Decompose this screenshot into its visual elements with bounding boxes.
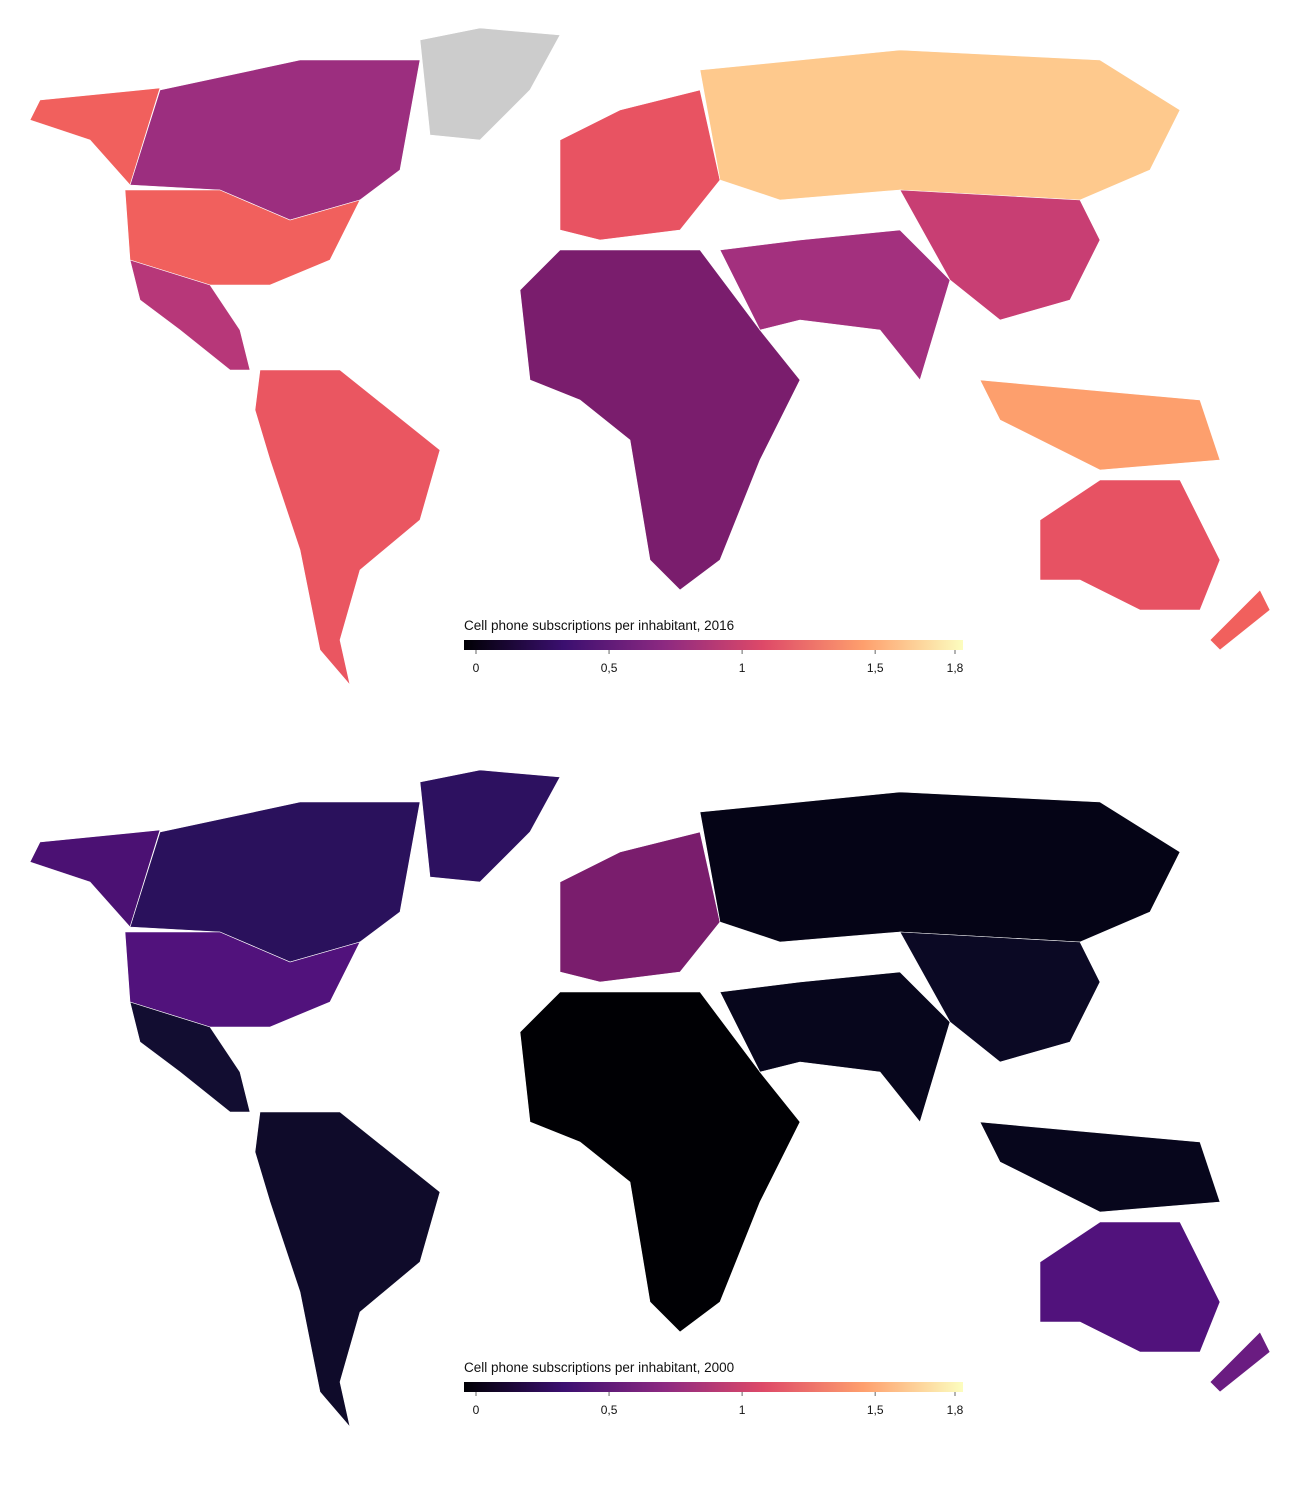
legend-bar [464,1382,963,1392]
region-greenland [419,769,561,883]
region-greenland [419,27,561,141]
region-alaska [29,829,161,928]
legend-tick-label: 1 [739,1403,746,1417]
region-south-asia [719,229,951,381]
legend-tick-label: 0 [473,1403,480,1417]
legend-tick-label: 1 [739,661,746,675]
legend-tick-label: 0,5 [601,1403,618,1417]
region-africa [519,991,801,1333]
region-africa [519,249,801,591]
legend-tick-label: 0 [473,661,480,675]
region-southeast-asia [979,379,1221,471]
legend-tick-label: 0,5 [601,661,618,675]
region-southeast-asia [979,1121,1221,1213]
region-alaska [29,87,161,186]
region-central-america [129,259,251,371]
legend-title: Cell phone subscriptions per inhabitant,… [464,1360,734,1375]
region-europe [559,89,721,241]
legend-tick-label: 1,8 [947,661,964,675]
region-east-asia [899,189,1101,321]
region-russia [699,49,1181,201]
region-australia [1039,1221,1221,1353]
region-east-asia [899,931,1101,1063]
region-south-asia [719,971,951,1123]
legend-bar [464,640,963,650]
region-south-america [254,369,441,686]
legend-tick-label: 1,5 [867,661,884,675]
region-australia [1039,479,1221,611]
legend-title: Cell phone subscriptions per inhabitant,… [464,618,734,633]
map: Cell phone subscriptions per inhabitant,… [29,27,1271,686]
region-russia [699,791,1181,943]
region-new-zealand [1209,589,1271,651]
region-central-america [129,1001,251,1113]
legend-tick-label: 1,5 [867,1403,884,1417]
legend-tick-label: 1,8 [947,1403,964,1417]
region-new-zealand [1209,1331,1271,1393]
map: Cell phone subscriptions per inhabitant,… [29,769,1271,1428]
region-south-america [254,1111,441,1428]
region-europe [559,831,721,983]
